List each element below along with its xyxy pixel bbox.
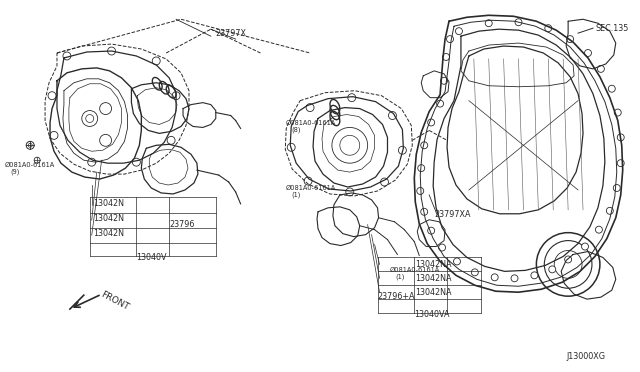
Circle shape	[606, 207, 613, 214]
Circle shape	[613, 185, 620, 192]
Circle shape	[566, 36, 573, 42]
Circle shape	[447, 36, 454, 42]
Text: Ø081A0-6161A: Ø081A0-6161A	[390, 266, 440, 272]
Circle shape	[614, 109, 621, 116]
Circle shape	[417, 187, 424, 195]
Text: 23797XA: 23797XA	[434, 210, 470, 219]
Circle shape	[492, 274, 498, 281]
Circle shape	[531, 272, 538, 279]
Text: 23796: 23796	[169, 220, 195, 229]
Text: 23797X: 23797X	[216, 29, 247, 38]
Text: 13042NA: 13042NA	[415, 260, 452, 269]
Circle shape	[440, 77, 447, 84]
Text: (1): (1)	[396, 273, 405, 280]
Text: Ø081A0-6161A: Ø081A0-6161A	[285, 119, 335, 125]
Circle shape	[420, 142, 428, 149]
Text: Ø081A0-6161A: Ø081A0-6161A	[285, 185, 335, 191]
Circle shape	[548, 266, 556, 273]
Text: 23796+A: 23796+A	[378, 292, 415, 301]
Circle shape	[443, 54, 449, 60]
Circle shape	[597, 65, 604, 73]
Text: J13000XG: J13000XG	[566, 352, 605, 361]
Circle shape	[584, 49, 591, 57]
Text: 13042NA: 13042NA	[415, 274, 452, 283]
Circle shape	[485, 20, 492, 27]
Circle shape	[418, 165, 425, 171]
Circle shape	[472, 269, 478, 276]
Text: (8): (8)	[291, 126, 301, 133]
Text: Ø081A0-6161A: Ø081A0-6161A	[4, 162, 54, 168]
Circle shape	[617, 134, 624, 141]
Circle shape	[420, 208, 428, 215]
Text: 13042NA: 13042NA	[415, 288, 452, 297]
Text: 13040VA: 13040VA	[414, 310, 450, 318]
Circle shape	[617, 160, 624, 167]
Text: (9): (9)	[10, 169, 20, 175]
Circle shape	[511, 275, 518, 282]
Text: (1): (1)	[291, 192, 301, 198]
Circle shape	[456, 28, 463, 35]
Text: FRONT: FRONT	[100, 290, 131, 312]
Circle shape	[454, 258, 460, 265]
Circle shape	[428, 227, 435, 234]
Text: 13040V: 13040V	[136, 253, 167, 262]
Circle shape	[515, 19, 522, 26]
Circle shape	[436, 100, 444, 107]
Circle shape	[595, 226, 602, 233]
Circle shape	[438, 244, 445, 251]
Circle shape	[545, 25, 552, 32]
Circle shape	[582, 243, 589, 250]
Circle shape	[609, 85, 615, 92]
Text: 13042N: 13042N	[93, 229, 124, 238]
Text: 13042N: 13042N	[93, 199, 124, 208]
Circle shape	[564, 256, 572, 263]
Text: 13042N: 13042N	[93, 214, 124, 223]
Circle shape	[428, 119, 435, 126]
Text: SEC.135: SEC.135	[596, 24, 629, 33]
